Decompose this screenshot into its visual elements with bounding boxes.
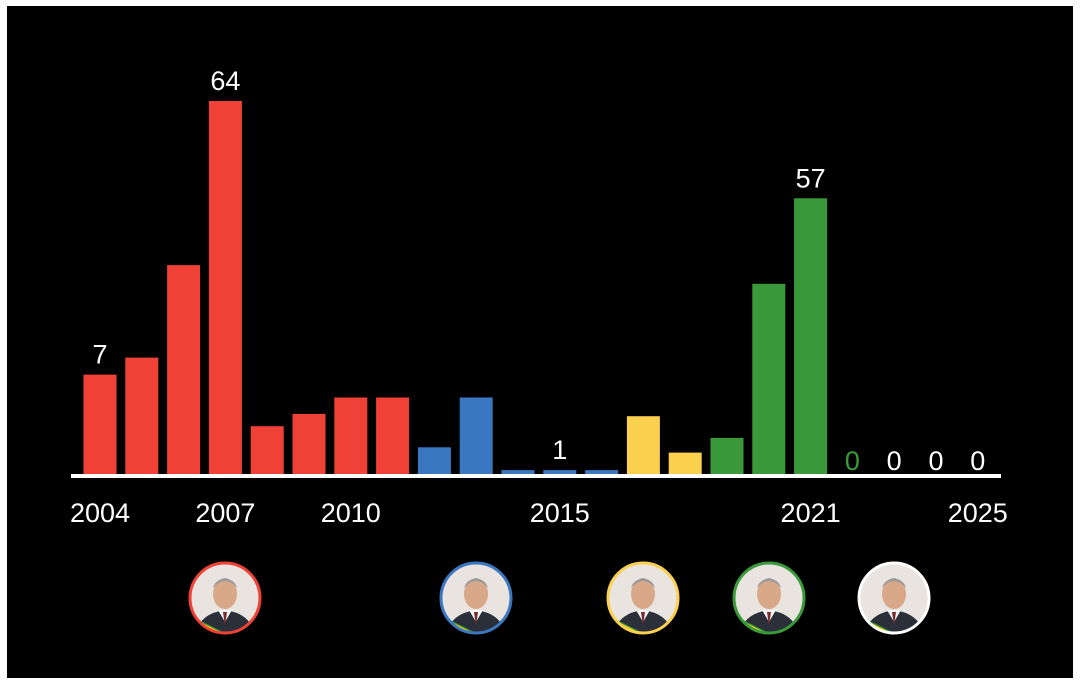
tick-label-2004: 2004	[70, 498, 130, 528]
chart-frame: 7 64 1 57 0 0 0 0 2004 2007 2010 2015 2021 2025	[7, 6, 1073, 678]
data-label-2023: 0	[887, 446, 902, 476]
bar-2005	[125, 357, 159, 476]
bar-2019	[710, 437, 744, 476]
data-label-2015: 1	[552, 435, 567, 465]
bar-2018	[668, 452, 702, 476]
portrait-temer-icon	[606, 561, 680, 635]
portrait-dilma-icon	[439, 561, 513, 635]
portrait-lula-icon	[188, 561, 262, 635]
tick-label-2021: 2021	[781, 498, 841, 528]
data-label-2004: 7	[92, 340, 107, 370]
tick-labels-layer: 2004 2007 2010 2015 2021 2025	[70, 498, 1008, 528]
tick-label-2010: 2010	[321, 498, 381, 528]
bar-2011	[376, 397, 410, 476]
bar-2014	[501, 470, 535, 476]
bar-2015	[543, 470, 577, 476]
data-label-2022: 0	[845, 446, 860, 476]
bar-2016	[585, 470, 619, 476]
bar-2013	[459, 397, 493, 476]
bar-2009	[292, 413, 326, 476]
tick-label-2007: 2007	[195, 498, 255, 528]
bar-2007	[208, 101, 242, 476]
tick-label-2025: 2025	[948, 498, 1008, 528]
portrait-lula-2023-icon	[857, 561, 931, 635]
tick-label-2015: 2015	[530, 498, 590, 528]
data-label-2024: 0	[928, 446, 943, 476]
data-label-2021: 57	[796, 163, 826, 193]
bar-2008	[250, 426, 284, 476]
portrait-bolsonaro-icon	[732, 561, 806, 635]
bar-2017	[626, 416, 660, 476]
bar-2004	[83, 374, 117, 476]
bar-2020	[752, 283, 786, 476]
bars-layer	[83, 101, 828, 477]
bar-2010	[334, 397, 368, 476]
bar-2021	[794, 198, 828, 477]
bar-2006	[167, 265, 201, 476]
data-label-2007: 64	[210, 66, 240, 96]
data-label-2025: 0	[970, 446, 985, 476]
bar-2012	[417, 447, 451, 476]
